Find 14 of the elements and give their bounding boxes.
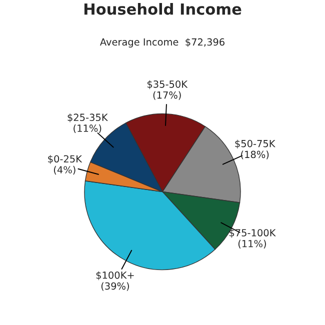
data-label: (17%) bbox=[153, 91, 181, 100]
slice-label: $25-35K bbox=[68, 113, 108, 122]
data-label: (39%) bbox=[101, 282, 129, 291]
chart-title: Household Income bbox=[84, 3, 242, 15]
data-label: (4%) bbox=[54, 166, 76, 175]
slice-label: $75-100K bbox=[230, 228, 276, 238]
chart-subtitle: Average Income $72,396 bbox=[100, 38, 224, 48]
slice-label: $0-25K bbox=[48, 155, 82, 164]
slice-label: $100K+ bbox=[96, 271, 134, 280]
slice-label: $50-75K bbox=[235, 140, 276, 149]
data-label: (11%) bbox=[238, 240, 266, 248]
slice-label: $35-50K bbox=[148, 80, 188, 90]
data-label: (18%) bbox=[241, 150, 269, 160]
data-label: (11%) bbox=[74, 124, 102, 134]
